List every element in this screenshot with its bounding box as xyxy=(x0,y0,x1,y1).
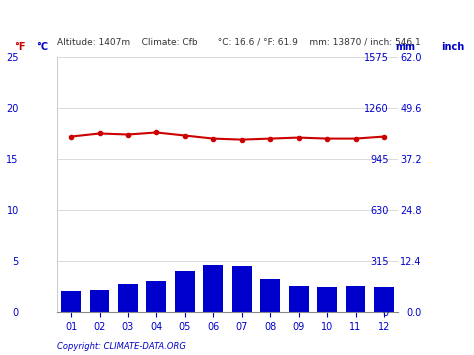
Bar xyxy=(260,279,280,312)
Bar xyxy=(374,287,394,312)
Bar xyxy=(146,281,166,312)
Text: °F: °F xyxy=(14,42,26,52)
Bar xyxy=(90,290,109,312)
Bar xyxy=(203,265,223,312)
Bar xyxy=(317,287,337,312)
Text: °C: °C xyxy=(36,42,49,52)
Bar xyxy=(175,271,195,312)
Bar xyxy=(118,284,138,312)
Text: Copyright: CLIMATE-DATA.ORG: Copyright: CLIMATE-DATA.ORG xyxy=(57,343,186,351)
Text: inch: inch xyxy=(441,42,465,52)
Bar xyxy=(61,291,81,312)
Bar xyxy=(346,286,365,312)
Bar xyxy=(232,266,252,312)
Text: mm: mm xyxy=(396,42,416,52)
Bar xyxy=(289,286,309,312)
Text: Altitude: 1407m    Climate: Cfb       °C: 16.6 / °F: 61.9    mm: 13870 / inch: 5: Altitude: 1407m Climate: Cfb °C: 16.6 / … xyxy=(57,37,420,46)
